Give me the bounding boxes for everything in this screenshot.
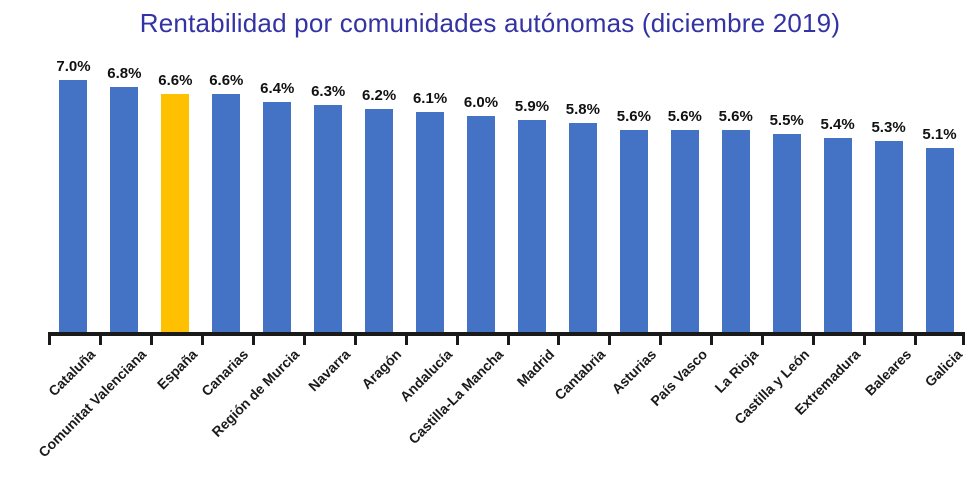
bar-value-label: 5.6% xyxy=(616,108,651,125)
bar xyxy=(365,109,394,332)
axis-tick xyxy=(303,336,306,345)
bar xyxy=(263,102,292,332)
axis-tick xyxy=(252,336,255,345)
axis-tick xyxy=(962,336,965,345)
axis-tick xyxy=(557,336,560,345)
bar xyxy=(772,134,801,332)
axis-tick xyxy=(48,336,51,345)
bar-value-label: 7.0% xyxy=(56,58,91,75)
x-axis-label: España xyxy=(154,346,201,393)
x-axis-label: Castilla-La Mancha xyxy=(405,346,507,447)
bar-value-label: 6.4% xyxy=(260,80,295,97)
plot-area: 7.0% Cataluña 6.8% Comunitat Valenciana 6.6%… xyxy=(36,50,965,480)
axis-tick xyxy=(914,336,917,345)
bar xyxy=(721,130,750,332)
bar xyxy=(59,80,88,332)
x-axis-label: Canarias xyxy=(198,346,252,400)
x-axis-line xyxy=(48,332,965,336)
x-axis-label: Navarra xyxy=(305,346,354,395)
axis-tick xyxy=(863,336,866,345)
axis-tick xyxy=(710,336,713,345)
bar-value-label: 5.8% xyxy=(565,101,600,118)
bar-value-label: 5.9% xyxy=(514,98,550,115)
bar-value-label: 6.6% xyxy=(209,72,244,89)
bar-value-label: 6.1% xyxy=(412,90,448,107)
x-axis-label: Asturias xyxy=(608,346,660,397)
bar xyxy=(517,120,546,332)
axis-tick xyxy=(761,336,764,345)
bar xyxy=(416,112,445,332)
bar-value-label: 6.8% xyxy=(107,65,142,82)
bar xyxy=(212,94,241,332)
x-axis-label: Aragón xyxy=(358,346,405,392)
axis-tick xyxy=(659,336,662,345)
bar-value-label: 5.6% xyxy=(718,108,753,125)
x-axis-label: Galicia xyxy=(921,346,965,390)
bar xyxy=(110,87,139,332)
axis-tick xyxy=(354,336,357,345)
x-axis-label: Comunitat Valenciana xyxy=(35,346,150,461)
bar xyxy=(670,130,699,332)
bar-value-label: 5.4% xyxy=(820,116,855,133)
axis-tick xyxy=(99,336,102,345)
axis-tick xyxy=(456,336,459,345)
x-axis-label: Región de Murcia xyxy=(208,346,303,440)
x-axis-label: Baleares xyxy=(861,346,914,399)
bar xyxy=(874,141,903,332)
bar xyxy=(314,105,343,332)
bar xyxy=(467,116,496,332)
x-axis-label: Madrid xyxy=(513,346,558,390)
axis-tick xyxy=(405,336,408,345)
bar-value-label: 6.2% xyxy=(362,87,397,104)
bar-value-label: 5.3% xyxy=(871,119,906,136)
bar xyxy=(568,123,597,332)
axis-tick xyxy=(150,336,153,345)
x-axis-label: Cataluña xyxy=(45,346,99,400)
chart-title: Rentabilidad por comunidades autónomas (… xyxy=(139,8,841,38)
bar-highlighted xyxy=(161,94,190,332)
bar-value-label: 5.1% xyxy=(922,126,957,143)
bar xyxy=(925,148,954,332)
axis-tick xyxy=(507,336,510,345)
axis-tick xyxy=(812,336,815,345)
bar-value-label: 5.6% xyxy=(667,108,702,125)
axis-tick xyxy=(608,336,611,345)
x-axis-label: Cantabria xyxy=(551,346,609,403)
bar-value-label: 6.3% xyxy=(311,83,346,100)
axis-tick xyxy=(201,336,204,345)
x-axis-label: La Rioja xyxy=(711,346,762,396)
bar-value-label: 6.6% xyxy=(158,72,193,89)
bar xyxy=(823,138,852,332)
bar-value-label: 5.5% xyxy=(769,112,804,129)
bar-value-label: 6.0% xyxy=(463,94,499,111)
bar xyxy=(619,130,648,332)
